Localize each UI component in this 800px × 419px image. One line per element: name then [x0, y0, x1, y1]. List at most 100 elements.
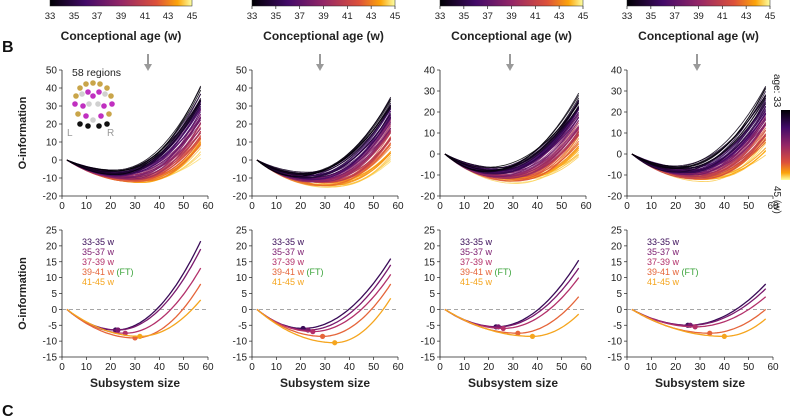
y-tick-label: -20	[233, 192, 248, 203]
legend-entry: 39-41 w (FT)	[82, 267, 134, 277]
brain-region-dot	[90, 117, 96, 123]
colorbar-tick-label: 41	[140, 11, 151, 22]
colorbar-tick-label: 43	[554, 11, 565, 22]
colorbar-tick-label: 41	[530, 11, 541, 22]
x-tick-label: 0	[59, 201, 65, 212]
y-tick-label: 5	[429, 289, 435, 300]
y-tick-label: -20	[608, 192, 623, 203]
y-tick-label: -5	[613, 321, 622, 332]
x-tick-label: 30	[694, 201, 706, 212]
group-curve-41-45w	[444, 308, 580, 338]
y-tick-label: 0	[51, 156, 57, 167]
y-tick-label: 0	[241, 156, 247, 167]
down-arrow-icon	[144, 64, 152, 71]
brain-region-dot	[79, 91, 85, 97]
brain-region-dot	[101, 103, 107, 109]
y-tick-label: 25	[611, 226, 623, 237]
group-curve-37-39w	[66, 267, 202, 334]
legend-entry: 33-35 w	[647, 237, 680, 247]
x-tick-label: 50	[368, 362, 380, 373]
group-min-point	[529, 333, 536, 339]
x-tick-label: 50	[368, 201, 380, 212]
x-tick-label: 30	[129, 362, 141, 373]
legend-entry: 41-45 w	[460, 277, 493, 287]
x-tick-label: 40	[154, 362, 166, 373]
bottom-chart-1: -15 -10 -5 0 5 10 15 20 25 0 10 20 30 40 50 60 O-informa…	[17, 226, 214, 391]
x-tick-label: 60	[580, 201, 592, 212]
y-tick-label: 0	[616, 150, 622, 161]
down-arrow-icon	[316, 64, 324, 71]
y-tick-label: 50	[236, 66, 248, 77]
brain-region-dot	[80, 103, 86, 109]
x-tick-label: 50	[743, 362, 755, 373]
colorbar-tick-label: 45	[187, 11, 198, 22]
inset-right-label: R	[107, 128, 114, 139]
x-tick-label: 40	[532, 201, 544, 212]
colorbar-tick-label: 33	[622, 11, 633, 22]
legend-entry: 35-37 w	[647, 247, 680, 257]
x-axis-label: Subsystem size	[655, 376, 745, 390]
brain-region-dot	[104, 121, 110, 127]
x-tick-label: 0	[624, 362, 630, 373]
y-tick-label: 50	[46, 66, 58, 77]
y-tick-label: 25	[46, 226, 58, 237]
colorbar-tick-label: 45	[390, 11, 401, 22]
y-tick-label: -10	[421, 337, 436, 348]
group-min-point	[137, 333, 143, 339]
x-tick-label: 20	[295, 201, 307, 212]
x-tick-label: 40	[532, 362, 544, 373]
colorbar-tick-label: 41	[717, 11, 728, 22]
x-tick-label: 60	[202, 201, 214, 212]
x-tick-label: 20	[670, 362, 682, 373]
y-tick-label: 15	[46, 257, 58, 268]
y-tick-label: 40	[424, 66, 436, 77]
brain-region-dot	[104, 85, 110, 91]
y-tick-label: 10	[236, 138, 248, 149]
brain-region-dot	[90, 93, 96, 99]
group-curve-41-45w	[256, 297, 392, 344]
legend-entry: 41-45 w	[272, 277, 305, 287]
panel-label-b: B	[2, 39, 14, 56]
x-tick-label: 10	[81, 362, 93, 373]
x-tick-label: 20	[105, 362, 117, 373]
colorbar-gradient	[251, 0, 396, 7]
y-tick-label: 20	[46, 241, 58, 252]
subject-curve	[631, 88, 767, 168]
group-curve-39-41w	[631, 308, 767, 334]
brain-region-dot	[83, 113, 89, 119]
y-tick-label: 40	[46, 84, 58, 95]
down-arrow-icon	[693, 64, 701, 71]
x-tick-label: 30	[507, 201, 519, 212]
bottom-chart-3: -15 -10 -5 0 5 10 15 20 25 0 10 20 30 40 50 60 Subsystem…	[421, 226, 592, 391]
brain-region-dot	[95, 101, 101, 107]
bottom-chart-4: -15 -10 -5 0 5 10 15 20 25 0 10 20 30 40 50 60 Subsystem…	[608, 226, 779, 391]
colorbar-tick-label: 35	[69, 11, 80, 22]
colorbar-tick-label: 37	[294, 11, 305, 22]
x-tick-label: 0	[249, 362, 255, 373]
y-tick-label: 10	[424, 273, 436, 284]
y-tick-label: 10	[424, 129, 436, 140]
brain-region-dot	[102, 91, 108, 97]
y-tick-label: 20	[611, 241, 623, 252]
colorbar-xlabel: Conceptional age (w)	[451, 29, 572, 43]
x-tick-label: 60	[767, 201, 779, 212]
group-min-point	[500, 325, 506, 332]
y-tick-label: -20	[43, 192, 58, 203]
age-colorbar-gradient	[781, 110, 790, 180]
brain-region-dot	[109, 101, 115, 107]
brain-region-dot	[75, 111, 81, 117]
y-tick-label: 30	[424, 87, 436, 98]
brain-region-dot	[106, 111, 112, 117]
x-axis-label: Subsystem size	[90, 376, 180, 390]
colorbar-tick-label: 39	[116, 11, 127, 22]
subject-curve	[444, 103, 580, 168]
y-tick-label: -5	[48, 321, 57, 332]
x-tick-label: 0	[249, 201, 255, 212]
inset-label: 58 regions	[72, 67, 121, 79]
y-tick-label: 0	[616, 305, 622, 316]
y-tick-label: 15	[236, 257, 248, 268]
group-min-point	[515, 330, 521, 336]
y-tick-label: 25	[236, 226, 248, 237]
y-tick-label: -10	[421, 171, 436, 182]
